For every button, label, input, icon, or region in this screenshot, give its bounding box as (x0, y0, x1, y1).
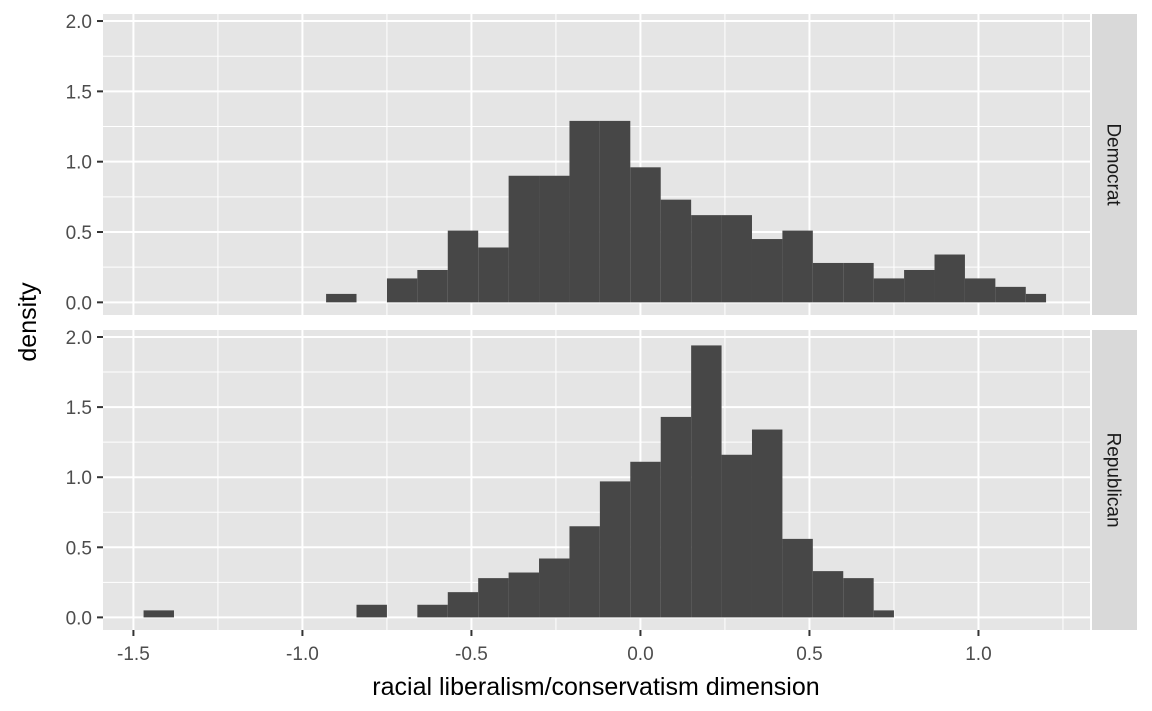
histogram-bar (417, 604, 448, 618)
histogram-bar (539, 558, 570, 618)
facet-panel-republican: 0.0 0.5 1.0 1.5 2.0 Republican (66, 328, 1137, 630)
facet-strip-label: Democrat (1103, 123, 1124, 206)
x-tick-label: 1.0 (965, 644, 991, 665)
histogram-bar (782, 230, 813, 303)
histogram-bar (751, 429, 783, 618)
histogram-bar (812, 262, 844, 303)
x-axis: -1.5 -1.0 -0.5 0.0 0.5 1.0 (117, 630, 992, 665)
histogram-bar (904, 269, 935, 303)
y-tick-label: 2.0 (66, 12, 92, 33)
facet-strip (1092, 14, 1137, 315)
y-tick-label: 0.5 (66, 223, 92, 244)
facet-strip-label: Republican (1103, 432, 1124, 527)
histogram-bar (995, 286, 1026, 303)
histogram-bar (934, 254, 965, 303)
histogram-bar (447, 592, 479, 618)
histogram-bar (691, 215, 722, 303)
facet-strip (1092, 330, 1137, 630)
histogram-bar (691, 345, 722, 618)
y-tick-label: 1.5 (66, 398, 92, 419)
y-tick-label: 1.5 (66, 82, 92, 103)
histogram-bar (326, 293, 357, 303)
y-tick-label: 0.5 (66, 538, 92, 559)
histogram-bar (873, 278, 905, 303)
histogram-bar (721, 454, 752, 618)
histogram-bar (1025, 293, 1047, 303)
histogram-bar (721, 215, 752, 303)
y-tick-label: 0.0 (66, 293, 92, 314)
histogram-bar (843, 578, 874, 618)
histogram-bar (599, 481, 631, 618)
x-tick-label: -1.0 (286, 644, 319, 665)
histogram-bar (782, 538, 813, 618)
histogram-bar (508, 572, 540, 618)
histogram-bar (478, 578, 509, 618)
y-tick-label: 0.0 (66, 608, 92, 629)
histogram-bar (569, 120, 600, 303)
histogram-bar (873, 610, 894, 618)
histogram-bar (751, 239, 783, 303)
histogram-bar (417, 269, 448, 303)
x-tick-label: -0.5 (455, 644, 488, 665)
panels-layer: 0.0 0.5 1.0 1.5 2.0 Democrat 0.0 0.5 1.0 1.5 2.0 Re… (66, 12, 1137, 630)
x-tick-label: 0.5 (796, 644, 822, 665)
histogram-bar (630, 167, 661, 303)
x-tick-label: -1.5 (117, 644, 150, 665)
histogram-bar (660, 199, 692, 303)
histogram-bar (508, 175, 540, 303)
histogram-bar (356, 604, 387, 618)
x-tick-label: 0.0 (627, 644, 653, 665)
histogram-bar (630, 461, 661, 618)
facet-panel-democrat: 0.0 0.5 1.0 1.5 2.0 Democrat (66, 12, 1137, 315)
x-axis-title: racial liberalism/conservatism dimension (372, 673, 819, 701)
y-tick-label: 1.0 (66, 153, 92, 174)
histogram-bar (478, 247, 509, 303)
histogram-bar (569, 526, 600, 618)
y-tick-label: 1.0 (66, 468, 92, 489)
y-tick-label: 2.0 (66, 328, 92, 349)
histogram-bar (660, 416, 692, 618)
y-axis-title: density (14, 282, 42, 362)
histogram-bar (812, 571, 844, 618)
histogram-bar (539, 175, 570, 303)
histogram-bar (964, 278, 996, 303)
histogram-bar (599, 120, 631, 303)
histogram-bar (386, 278, 418, 303)
histogram-bar (143, 610, 174, 618)
histogram-bar (843, 262, 874, 303)
histogram-bar (447, 230, 479, 303)
